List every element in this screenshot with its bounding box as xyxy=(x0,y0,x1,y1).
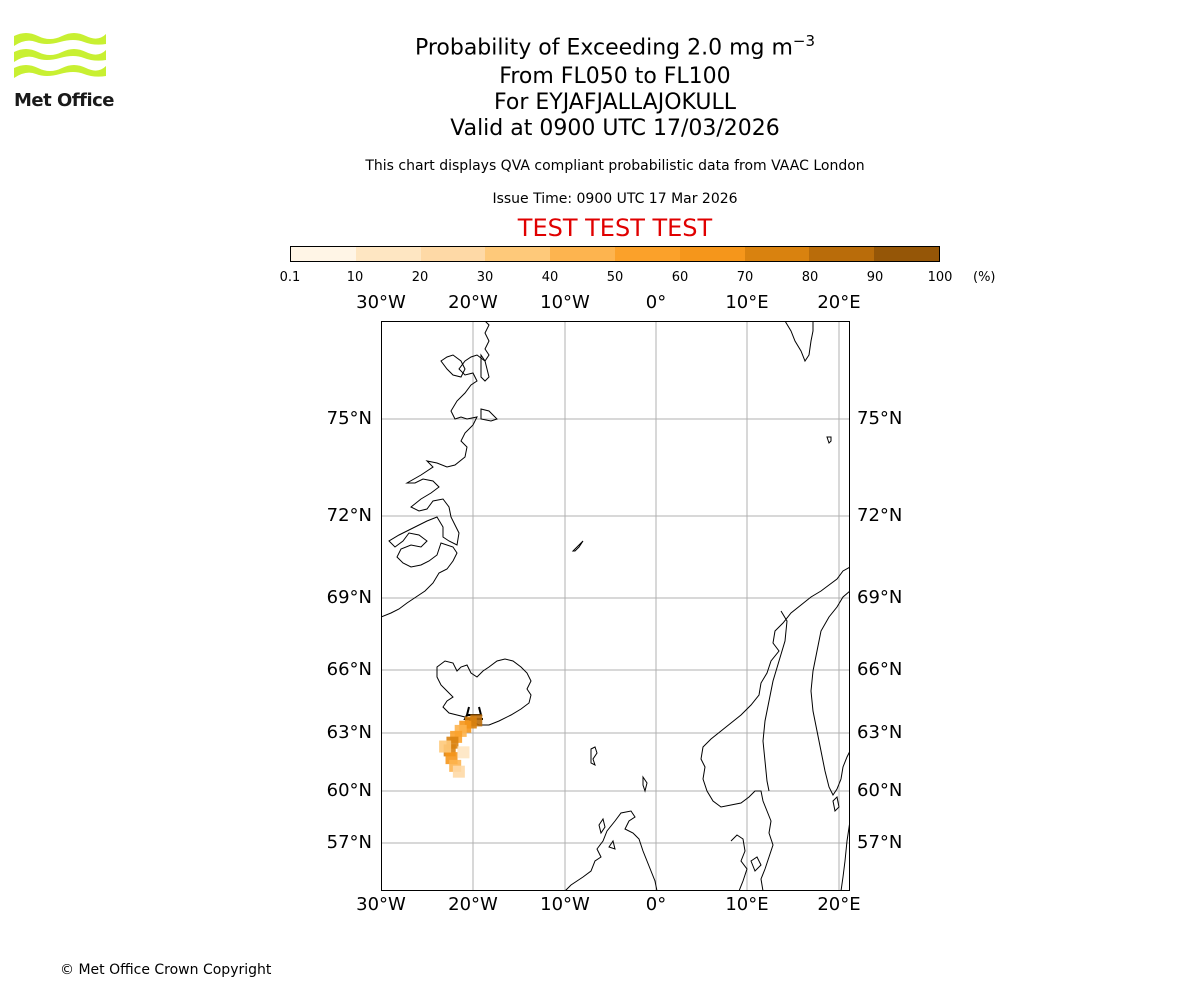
colorbar xyxy=(290,246,940,262)
lon-labels-top: 30°W 20°W 10°W 0° 10°E 20°E xyxy=(0,292,1200,316)
lat-label: 57°N xyxy=(857,832,903,853)
test-banner: TEST TEST TEST xyxy=(517,214,713,242)
lat-label: 72°N xyxy=(857,505,903,526)
coast-greenland-fjords xyxy=(440,353,498,422)
lon-label: 20°W xyxy=(448,894,498,915)
issue-time: Issue Time: 0900 UTC 17 Mar 2026 xyxy=(492,191,738,207)
lat-label: 63°N xyxy=(326,722,372,743)
lat-label: 57°N xyxy=(326,832,372,853)
lat-label: 60°N xyxy=(326,780,372,801)
coast-norway xyxy=(700,566,850,891)
coast-jan-mayen xyxy=(571,540,584,552)
lat-label: 66°N xyxy=(326,659,372,680)
colorbar-segment xyxy=(355,247,421,261)
lat-label: 69°N xyxy=(857,587,903,608)
title-superscript: −3 xyxy=(792,32,816,50)
lat-label: 60°N xyxy=(857,780,903,801)
volcano-name: For EYJAFJALLAJOKULL xyxy=(494,90,736,115)
coast-sweden-inner xyxy=(762,610,788,792)
lat-label: 66°N xyxy=(857,659,903,680)
colorbar-segment xyxy=(679,247,745,261)
colorbar-segment xyxy=(809,247,875,261)
coast-greenland xyxy=(381,321,490,618)
colorbar-segment xyxy=(420,247,486,261)
colorbar-tick-label: 100 xyxy=(927,270,953,285)
plume-cell xyxy=(452,765,465,778)
colorbar-tick-label: 0.1 xyxy=(279,270,301,285)
graticule xyxy=(381,321,850,891)
coast-hebrides xyxy=(598,817,616,850)
lat-label: 69°N xyxy=(326,587,372,608)
colorbar-tick-label: 90 xyxy=(866,270,884,285)
map xyxy=(381,321,850,891)
lon-label: 10°W xyxy=(540,292,590,313)
lon-label: 30°W xyxy=(356,292,406,313)
lon-label: 20°E xyxy=(817,894,861,915)
lat-labels-left: 75°N 72°N 69°N 66°N 63°N 60°N 57°N xyxy=(0,0,380,1000)
logo-wave-3 xyxy=(14,65,106,78)
colorbar-segment xyxy=(744,247,810,261)
valid-time: Valid at 0900 UTC 17/03/2026 xyxy=(450,116,780,141)
lat-label: 75°N xyxy=(857,408,903,429)
colorbar-tick-label: 60 xyxy=(671,270,689,285)
lon-label: 20°W xyxy=(448,292,498,313)
coast-iceland xyxy=(436,658,532,726)
coast-svalbard xyxy=(784,321,814,363)
colorbar-tick-label: 80 xyxy=(801,270,819,285)
coast-denmark xyxy=(730,834,762,891)
coast-baltic xyxy=(810,590,850,796)
colorbar-segment xyxy=(614,247,680,261)
lat-label: 72°N xyxy=(326,505,372,526)
colorbar-tick-label: 50 xyxy=(606,270,624,285)
map-frame xyxy=(381,321,850,891)
description: This chart displays QVA compliant probab… xyxy=(365,158,865,174)
colorbar-segment xyxy=(291,247,356,261)
lon-label: 30°W xyxy=(356,894,406,915)
colorbar-tick-label: 40 xyxy=(541,270,559,285)
coast-shetland xyxy=(642,775,648,793)
colorbar-tick-label: 70 xyxy=(736,270,754,285)
coast-bear-island xyxy=(826,436,832,444)
lat-label: 63°N xyxy=(857,722,903,743)
coast-finland xyxy=(840,820,850,891)
colorbar-tick-label: 20 xyxy=(411,270,429,285)
plume-cell xyxy=(457,746,470,759)
copyright: © Met Office Crown Copyright xyxy=(60,962,272,978)
logo-wave-1 xyxy=(14,33,106,46)
colorbar-unit: (%) xyxy=(973,270,996,285)
lon-label: 20°E xyxy=(817,292,861,313)
colorbar-segment xyxy=(485,247,551,261)
colorbar-ticks: 0.1 10 20 30 40 50 60 70 80 90 100 xyxy=(0,270,1200,290)
met-office-logo xyxy=(14,33,106,78)
lon-label: 10°E xyxy=(725,894,769,915)
colorbar-segment xyxy=(550,247,615,261)
lon-labels-bottom: 30°W 20°W 10°W 0° 10°E 20°E xyxy=(0,894,1200,918)
logo-wave-2 xyxy=(14,49,106,62)
coast-scotland xyxy=(564,810,658,891)
ash-plume xyxy=(439,714,483,778)
colorbar-tick-label: 30 xyxy=(476,270,494,285)
flight-level-range: From FL050 to FL100 xyxy=(499,64,731,89)
coastlines xyxy=(381,321,850,891)
logo-text: Met Office xyxy=(14,90,115,111)
lon-label: 10°E xyxy=(725,292,769,313)
colorbar-tick-label: 10 xyxy=(346,270,364,285)
plume-cell xyxy=(439,740,452,753)
coast-faroe xyxy=(590,746,598,766)
lat-label: 75°N xyxy=(326,408,372,429)
colorbar-segment xyxy=(874,247,939,261)
lon-label: 0° xyxy=(645,894,667,915)
coast-gotland xyxy=(832,795,840,813)
chart-title: Probability of Exceeding 2.0 mg m−3 xyxy=(300,28,930,61)
title-prefix: Probability of Exceeding 2.0 mg m xyxy=(414,35,793,61)
lon-label: 10°W xyxy=(540,894,590,915)
lon-label: 0° xyxy=(645,292,667,313)
lat-labels-right: 75°N 72°N 69°N 66°N 63°N 60°N 57°N xyxy=(850,0,1200,1000)
